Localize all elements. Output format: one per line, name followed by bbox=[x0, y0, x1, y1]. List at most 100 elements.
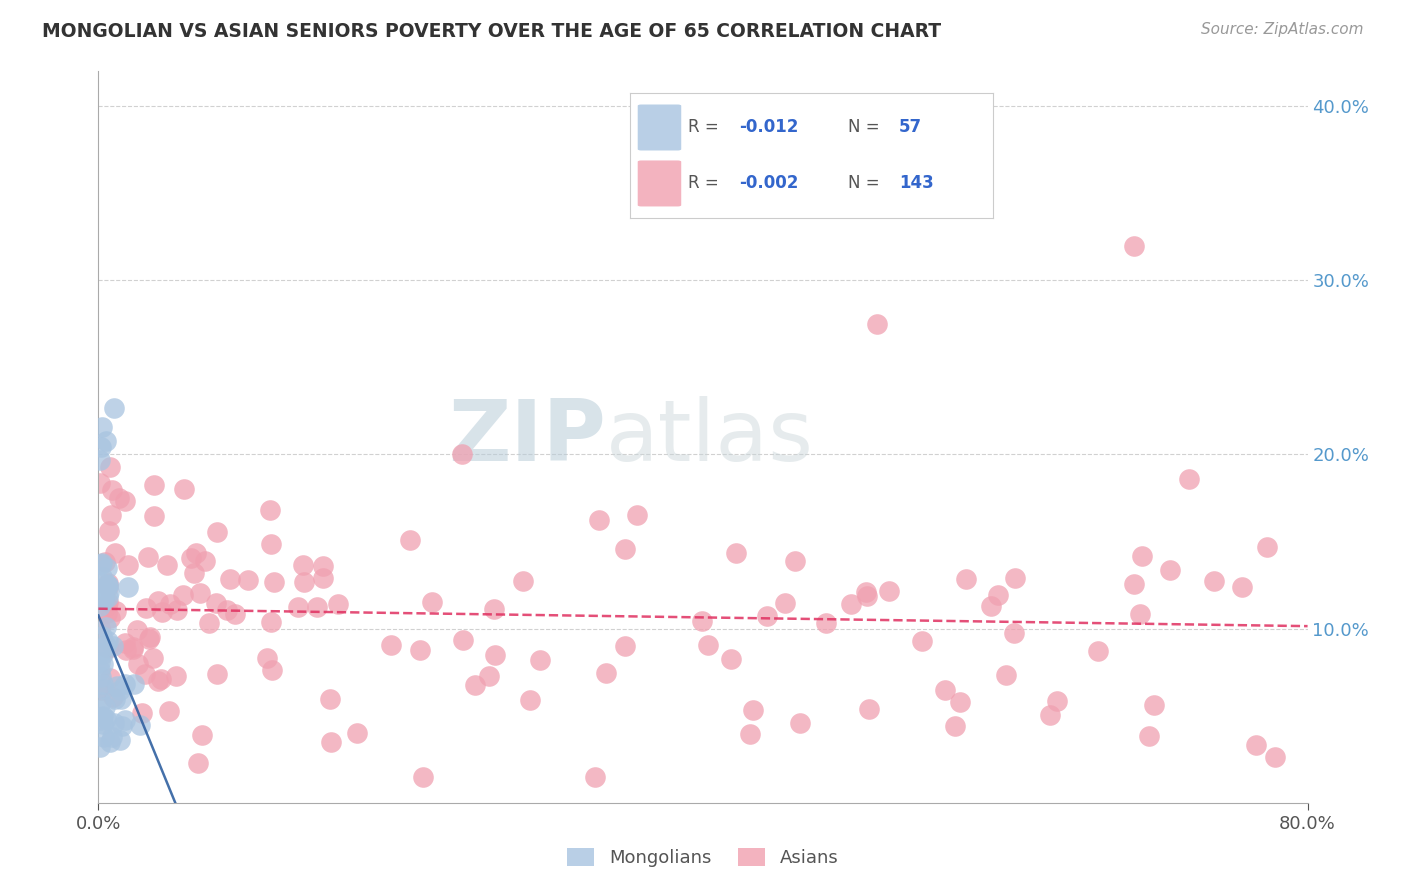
Point bbox=[789, 715, 811, 730]
Point bbox=[614, 541, 637, 556]
Point bbox=[583, 770, 606, 784]
Point bbox=[93, 589, 115, 603]
Point bbox=[127, 657, 149, 671]
Point bbox=[89, 574, 111, 589]
Point bbox=[256, 651, 278, 665]
Point bbox=[949, 695, 972, 709]
Point bbox=[90, 709, 112, 723]
Point bbox=[97, 578, 120, 592]
Point bbox=[122, 676, 145, 690]
Point bbox=[260, 663, 283, 677]
Point bbox=[96, 579, 118, 593]
Point bbox=[690, 614, 713, 628]
Point bbox=[783, 554, 806, 568]
Point bbox=[224, 607, 246, 621]
Point bbox=[97, 590, 120, 604]
Point bbox=[97, 581, 120, 595]
Point bbox=[740, 727, 762, 741]
Point bbox=[260, 537, 283, 551]
Point bbox=[150, 673, 173, 687]
Point bbox=[136, 550, 159, 565]
Point bbox=[91, 709, 114, 723]
Point bbox=[588, 513, 610, 527]
Point bbox=[115, 643, 138, 657]
Point bbox=[93, 682, 115, 697]
Point bbox=[97, 595, 120, 609]
Point bbox=[94, 700, 117, 714]
Point bbox=[412, 770, 434, 784]
Point bbox=[696, 638, 718, 652]
Point bbox=[94, 640, 117, 654]
Point bbox=[191, 728, 214, 742]
Point bbox=[165, 669, 187, 683]
Text: MONGOLIAN VS ASIAN SENIORS POVERTY OVER THE AGE OF 65 CORRELATION CHART: MONGOLIAN VS ASIAN SENIORS POVERTY OVER … bbox=[42, 22, 941, 41]
Point bbox=[103, 401, 125, 415]
Point bbox=[91, 419, 114, 434]
Point bbox=[1137, 729, 1160, 743]
Point bbox=[1129, 607, 1152, 621]
Point bbox=[129, 718, 152, 732]
Point bbox=[1002, 626, 1025, 640]
Point bbox=[1087, 644, 1109, 658]
Point bbox=[398, 533, 420, 547]
Point bbox=[955, 573, 977, 587]
Point bbox=[720, 652, 742, 666]
Point bbox=[91, 586, 114, 600]
Point bbox=[742, 703, 765, 717]
Point bbox=[94, 639, 117, 653]
Point bbox=[755, 609, 778, 624]
Point bbox=[934, 682, 956, 697]
Point bbox=[96, 606, 118, 620]
Point bbox=[146, 593, 169, 607]
Point bbox=[105, 679, 128, 693]
Point bbox=[114, 494, 136, 508]
Point bbox=[484, 648, 506, 663]
Point bbox=[866, 317, 889, 331]
Point bbox=[91, 570, 114, 584]
Point bbox=[519, 693, 541, 707]
Point bbox=[89, 476, 111, 491]
Point bbox=[100, 610, 122, 624]
Point bbox=[311, 571, 333, 585]
Point bbox=[291, 558, 314, 573]
Point bbox=[138, 632, 160, 647]
Point bbox=[90, 695, 112, 709]
Point bbox=[101, 730, 124, 744]
Point bbox=[100, 508, 122, 522]
Point bbox=[218, 572, 240, 586]
Point bbox=[1256, 540, 1278, 554]
Point bbox=[259, 503, 281, 517]
Point bbox=[346, 726, 368, 740]
Point bbox=[478, 669, 501, 683]
Point bbox=[180, 551, 202, 566]
Point bbox=[93, 555, 115, 569]
Point bbox=[131, 706, 153, 721]
Point bbox=[319, 735, 342, 749]
Point bbox=[98, 524, 121, 538]
Point bbox=[110, 683, 132, 698]
Point bbox=[1123, 577, 1146, 591]
Point bbox=[159, 597, 181, 611]
Point bbox=[236, 574, 259, 588]
Point bbox=[156, 558, 179, 572]
Point bbox=[101, 483, 124, 497]
Point bbox=[173, 482, 195, 496]
Point bbox=[287, 600, 309, 615]
Point bbox=[307, 599, 329, 614]
Point bbox=[98, 672, 121, 686]
Point bbox=[93, 731, 115, 745]
Point bbox=[420, 595, 443, 609]
Point bbox=[97, 640, 120, 655]
Point bbox=[89, 453, 111, 467]
Point bbox=[205, 524, 228, 539]
Point bbox=[856, 589, 879, 603]
Point bbox=[626, 508, 648, 523]
Point bbox=[166, 603, 188, 617]
Point bbox=[595, 666, 617, 681]
Point bbox=[122, 642, 145, 657]
Point bbox=[1004, 571, 1026, 585]
Point bbox=[1045, 694, 1067, 708]
Point bbox=[101, 639, 124, 653]
Point bbox=[110, 691, 132, 706]
Point bbox=[114, 635, 136, 649]
